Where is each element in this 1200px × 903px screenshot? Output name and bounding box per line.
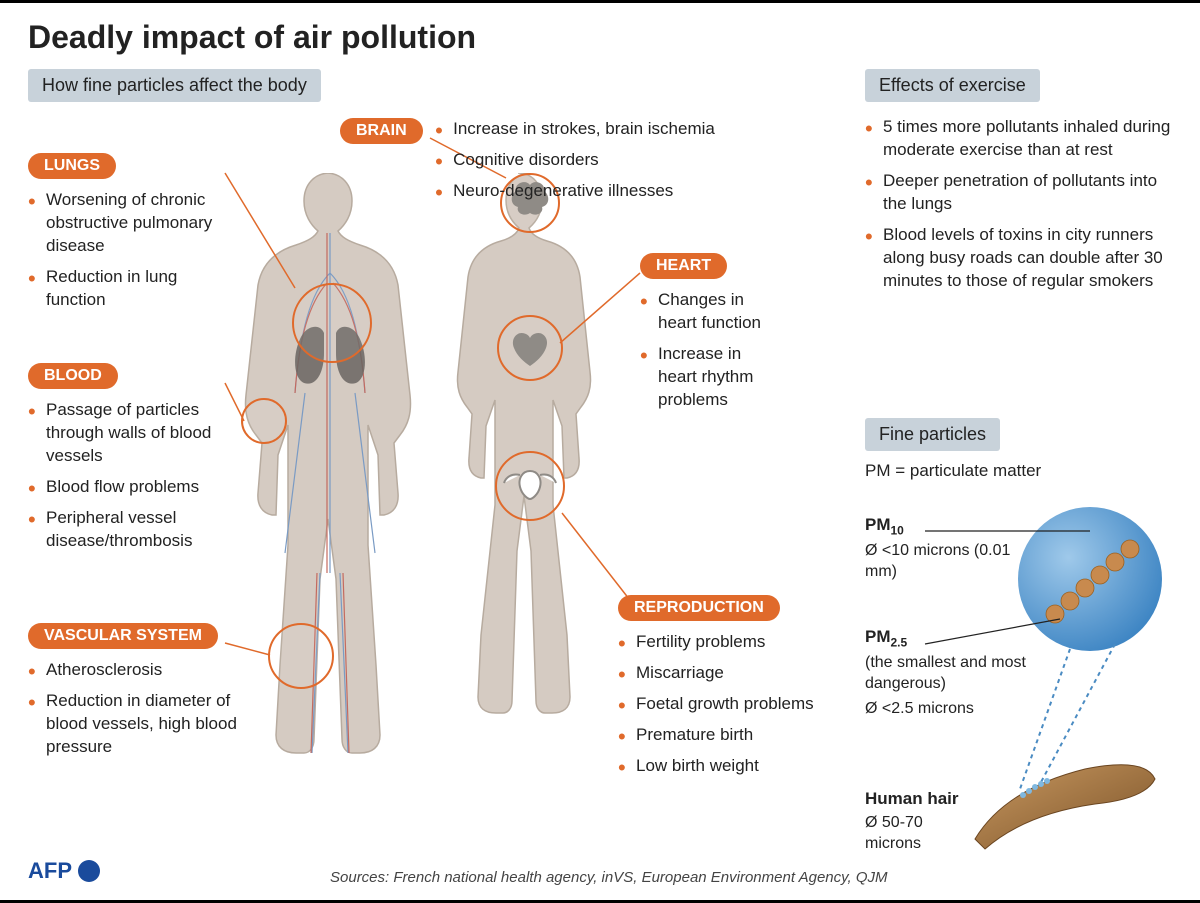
- section-particles: Fine particles: [865, 418, 1000, 451]
- pm25-note: (the smallest and most dangerous): [865, 653, 1035, 695]
- hair-desc: Ø 50-70 microns: [865, 813, 965, 855]
- reproduction-item: Premature birth: [618, 724, 828, 747]
- brain-item: Cognitive disorders: [435, 149, 715, 172]
- reproduction-item: Fertility problems: [618, 631, 828, 654]
- lungs-item: Worsening of chronic obstructive pulmona…: [28, 189, 228, 258]
- exercise-item: 5 times more pollutants inhaled during m…: [865, 116, 1175, 162]
- label-heart: HEART: [640, 253, 727, 279]
- brain-item: Neuro-degenerative illnesses: [435, 180, 715, 203]
- exercise-item: Blood levels of toxins in city runners a…: [865, 224, 1175, 293]
- block-exercise: Effects of exercise 5 times more polluta…: [865, 69, 1175, 301]
- pm10-desc: Ø <10 microns (0.01 mm): [865, 541, 1015, 583]
- logo-text: AFP: [28, 858, 72, 884]
- section-exercise: Effects of exercise: [865, 69, 1040, 102]
- label-lungs: LUNGS: [28, 153, 116, 179]
- block-lungs: LUNGS Worsening of chronic obstructive p…: [28, 153, 228, 320]
- pm-definition: PM = particulate matter: [865, 461, 1185, 481]
- blood-item: Peripheral vessel disease/thrombosis: [28, 507, 238, 553]
- heart-item: Changes in heart function: [640, 289, 780, 335]
- pm10-label: PM10: [865, 515, 1015, 537]
- sources-text: Sources: French national health agency, …: [330, 869, 888, 886]
- hair-label: Human hair: [865, 789, 965, 809]
- block-particles: Fine particles PM = particulate matter: [865, 418, 1185, 869]
- exercise-item: Deeper penetration of pollutants into th…: [865, 170, 1175, 216]
- block-vascular: VASCULAR SYSTEM Atherosclerosis Reductio…: [28, 623, 248, 767]
- label-blood: BLOOD: [28, 363, 118, 389]
- pm25-label: PM2.5: [865, 627, 1035, 649]
- reproduction-item: Miscarriage: [618, 662, 828, 685]
- block-brain: BRAIN Increase in strokes, brain ischemi…: [340, 118, 760, 211]
- blood-item: Blood flow problems: [28, 476, 238, 499]
- vascular-item: Atherosclerosis: [28, 659, 248, 682]
- afp-logo: AFP: [28, 858, 100, 884]
- reproduction-item: Low birth weight: [618, 755, 828, 778]
- lungs-item: Reduction in lung function: [28, 266, 228, 312]
- vascular-item: Reduction in diameter of blood vessels, …: [28, 690, 248, 759]
- logo-dot-icon: [78, 860, 100, 882]
- brain-item: Increase in strokes, brain ischemia: [435, 118, 715, 141]
- label-brain: BRAIN: [340, 118, 423, 144]
- reproduction-item: Foetal growth problems: [618, 693, 828, 716]
- blood-item: Passage of particles through walls of bl…: [28, 399, 238, 468]
- block-blood: BLOOD Passage of particles through walls…: [28, 363, 238, 561]
- label-vascular: VASCULAR SYSTEM: [28, 623, 218, 649]
- block-heart: HEART Changes in heart function Increase…: [640, 253, 780, 420]
- heart-item: Increase in heart rhythm problems: [640, 343, 780, 412]
- human-hair-icon: [965, 749, 1165, 859]
- pm25-desc: Ø <2.5 microns: [865, 699, 1035, 720]
- label-reproduction: REPRODUCTION: [618, 595, 780, 621]
- block-reproduction: REPRODUCTION Fertility problems Miscarri…: [618, 595, 828, 786]
